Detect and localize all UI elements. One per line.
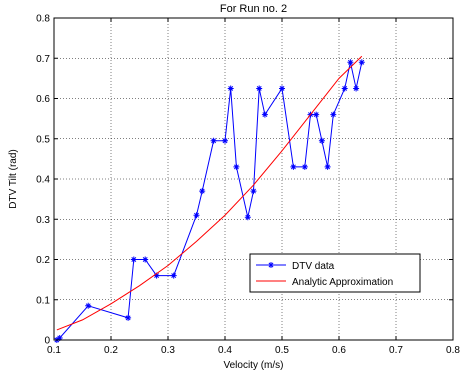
data-point-dtv-data [358, 59, 365, 66]
x-tick-label: 0.1 [47, 345, 61, 356]
y-tick-label: 0.8 [36, 14, 50, 25]
data-point-dtv-data [353, 85, 360, 92]
data-point-dtv-data [301, 163, 308, 170]
series-line-analytic-approximation [56, 55, 363, 331]
x-axis-label: Velocity (m/s) [223, 360, 283, 371]
data-point-dtv-data [330, 111, 337, 118]
data-point-dtv-data [290, 163, 297, 170]
data-point-dtv-data [222, 137, 228, 144]
data-point-dtv-data [233, 163, 240, 170]
tick-layer: 0.1 0.2 0.3 0.4 0.5 0.6 0.7 0.800.10.20.30.40.5… [36, 14, 460, 357]
data-point-dtv-data [347, 59, 354, 66]
x-tick-label: 0.5 [275, 345, 289, 356]
data-point-dtv-data [318, 137, 325, 144]
y-tick-label: 0.6 [36, 94, 50, 105]
y-tick-label: 0.4 [36, 175, 50, 186]
legend-marker-dtv-data [268, 262, 274, 268]
x-tick-label: 0.2 [104, 345, 118, 356]
y-tick-label: 0.1 [36, 295, 50, 306]
grid [54, 18, 453, 340]
y-tick-label: 0 [44, 336, 50, 347]
y-tick-label: 0.7 [36, 54, 50, 65]
data-point-dtv-data [170, 272, 177, 279]
legend-box [249, 253, 421, 293]
data-point-dtv-data [153, 272, 160, 279]
legend: DTV data Analytic Approximation [249, 253, 421, 293]
data-point-dtv-data [250, 188, 257, 195]
chart-title: For Run no. 2 [220, 3, 287, 15]
y-axis-label: DTV Tilt (rad) [8, 149, 19, 208]
x-tick-label: 0.8 [446, 345, 460, 356]
data-point-dtv-data [130, 256, 137, 263]
data-point-dtv-data [56, 334, 63, 341]
x-tick-label: 0.7 [389, 345, 403, 356]
data-point-dtv-data [324, 163, 331, 170]
data-point-dtv-data [193, 212, 200, 219]
legend-label-dtv-data: DTV data [292, 261, 335, 272]
data-point-dtv-data [210, 137, 217, 144]
data-point-dtv-data [142, 256, 149, 263]
data-point-dtv-data [341, 85, 348, 92]
data-point-dtv-data [256, 85, 263, 92]
data-point-dtv-data [261, 111, 268, 118]
data-point-dtv-data [85, 302, 92, 309]
legend-label-analytic-approximation: Analytic Approximation [292, 277, 393, 288]
x-tick-label: 0.4 [218, 345, 232, 356]
x-tick-label: 0.6 [332, 345, 346, 356]
data-point-dtv-data [125, 314, 132, 321]
data-point-dtv-data [227, 85, 234, 92]
y-tick-label: 0.5 [36, 134, 50, 145]
data-point-dtv-data [279, 85, 285, 92]
y-tick-label: 0.2 [36, 255, 50, 266]
x-tick-label: 0.3 [161, 345, 175, 356]
data-point-dtv-data [199, 188, 206, 195]
data-point-dtv-data [313, 111, 320, 118]
series-layer [53, 55, 365, 343]
data-point-dtv-data [244, 214, 251, 221]
y-tick-label: 0.3 [36, 215, 50, 226]
